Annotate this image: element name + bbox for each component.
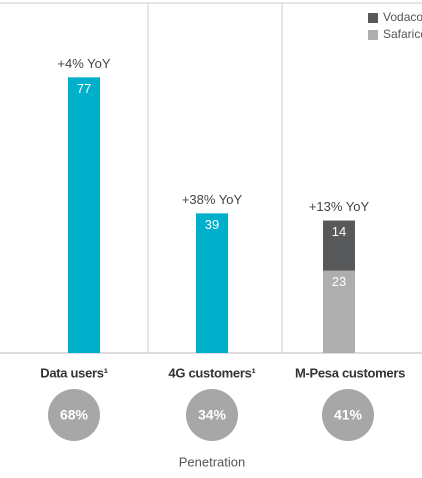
bar-value: 39 [205,217,219,232]
legend-swatch [368,30,378,40]
legend-label: Safaricom [383,27,422,41]
penetration-value: 41% [334,407,363,423]
bar-segment [323,220,355,271]
legend-swatch [368,13,378,23]
penetration-label: Penetration [179,454,246,469]
penetration-circle [322,389,374,441]
bar-segment [323,270,355,353]
penetration-circle [48,389,100,441]
x-tick-label: M-Pesa customers [295,365,405,380]
bar-value: 77 [77,81,91,96]
annotation: +13% YoY [309,199,370,214]
bar [196,213,228,353]
annotation: +38% YoY [182,192,243,207]
bar-value: 14 [332,224,346,239]
penetration-value: 68% [60,407,89,423]
annotation: +4% YoY [57,56,110,71]
x-tick-label: 4G customers¹ [168,365,255,380]
bar-value: 23 [332,274,346,289]
x-tick-label: Data users¹ [40,365,108,380]
legend-label: Vodacom [383,10,422,24]
penetration-circle [186,389,238,441]
bar [68,77,100,353]
penetration-value: 34% [198,407,227,423]
